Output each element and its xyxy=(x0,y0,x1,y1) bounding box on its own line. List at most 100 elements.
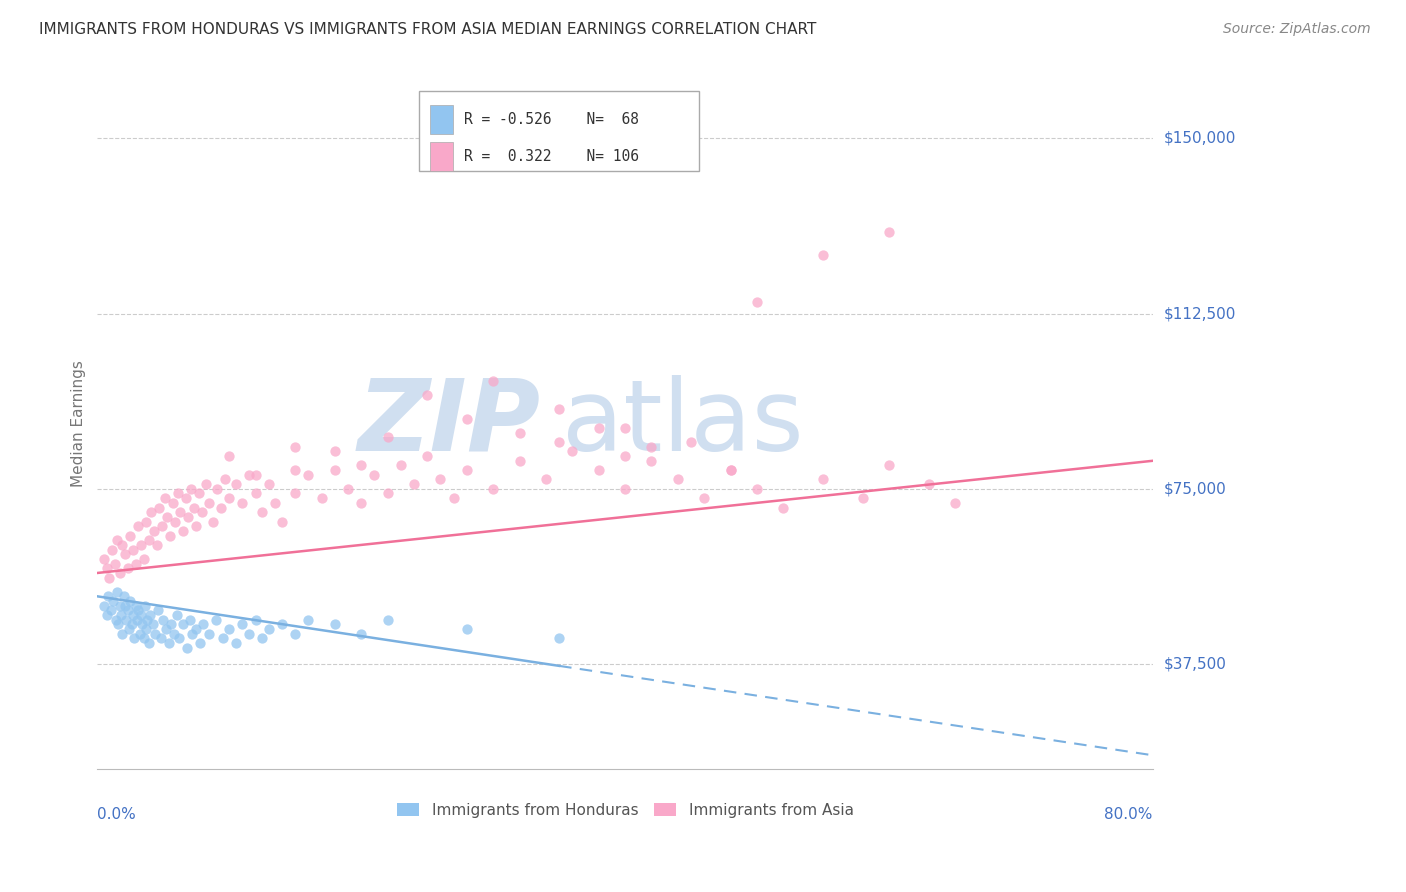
Point xyxy=(231,496,253,510)
Point xyxy=(745,294,768,309)
Point xyxy=(98,571,121,585)
Point xyxy=(181,626,204,640)
Point xyxy=(155,622,177,636)
Point xyxy=(122,542,145,557)
Point xyxy=(186,622,208,636)
Point xyxy=(124,557,146,571)
Point xyxy=(127,519,149,533)
Point xyxy=(145,538,167,552)
Point xyxy=(149,632,172,646)
Point xyxy=(681,435,703,450)
Point xyxy=(124,599,146,613)
Point xyxy=(112,590,135,604)
Point xyxy=(225,477,247,491)
Point xyxy=(166,608,188,623)
Point xyxy=(169,505,191,519)
Point xyxy=(138,533,160,548)
Point xyxy=(509,454,531,468)
Point xyxy=(135,622,157,636)
Point xyxy=(337,482,360,496)
Point xyxy=(209,500,232,515)
Point xyxy=(124,632,146,646)
Point xyxy=(257,477,280,491)
Point xyxy=(103,557,125,571)
Point xyxy=(104,613,127,627)
Point xyxy=(482,482,505,496)
Point xyxy=(157,636,180,650)
Point xyxy=(117,603,139,617)
Point xyxy=(152,613,174,627)
Point xyxy=(160,617,183,632)
Point xyxy=(135,515,157,529)
FancyBboxPatch shape xyxy=(430,104,453,134)
Point xyxy=(350,496,373,510)
Point xyxy=(134,599,156,613)
Point xyxy=(218,449,240,463)
Point xyxy=(257,622,280,636)
Point xyxy=(202,515,225,529)
Point xyxy=(177,509,200,524)
Point xyxy=(148,500,170,515)
Point xyxy=(534,473,557,487)
Point xyxy=(150,519,173,533)
Point xyxy=(156,509,179,524)
Point xyxy=(132,552,155,566)
Point xyxy=(120,528,142,542)
Point xyxy=(231,617,253,632)
Point xyxy=(198,496,221,510)
Point xyxy=(877,458,900,473)
Point xyxy=(389,458,412,473)
Point xyxy=(100,603,122,617)
Point xyxy=(456,622,478,636)
Text: 80.0%: 80.0% xyxy=(1105,807,1153,822)
Point xyxy=(111,626,134,640)
Point xyxy=(443,491,465,505)
Point xyxy=(174,491,197,505)
Point xyxy=(402,477,425,491)
Point xyxy=(108,599,131,613)
Point xyxy=(114,547,136,561)
Point xyxy=(456,463,478,477)
Point xyxy=(614,421,637,435)
Point xyxy=(252,632,274,646)
Point xyxy=(588,421,610,435)
Point xyxy=(186,519,208,533)
Point xyxy=(588,463,610,477)
FancyBboxPatch shape xyxy=(419,91,699,171)
Point xyxy=(96,561,118,575)
Y-axis label: Median Earnings: Median Earnings xyxy=(72,360,86,487)
Text: 0.0%: 0.0% xyxy=(97,807,136,822)
Point xyxy=(311,491,333,505)
Point xyxy=(377,486,399,500)
Point xyxy=(136,613,159,627)
Point xyxy=(162,496,184,510)
Point xyxy=(129,538,152,552)
Point xyxy=(297,467,319,482)
Point xyxy=(323,444,346,458)
Point xyxy=(416,388,439,402)
Point xyxy=(211,632,233,646)
Point xyxy=(548,402,571,417)
Point xyxy=(218,491,240,505)
Point xyxy=(108,566,131,580)
Point xyxy=(245,486,267,500)
Point xyxy=(252,505,274,519)
Point xyxy=(114,599,136,613)
Point xyxy=(245,613,267,627)
Point xyxy=(238,467,260,482)
Point xyxy=(852,491,875,505)
Point xyxy=(188,636,211,650)
Point xyxy=(323,617,346,632)
Point xyxy=(172,617,194,632)
Legend: Immigrants from Honduras, Immigrants from Asia: Immigrants from Honduras, Immigrants fro… xyxy=(391,797,860,824)
Point xyxy=(165,515,187,529)
Point xyxy=(129,608,152,623)
Point xyxy=(180,482,202,496)
Point xyxy=(101,542,124,557)
Point xyxy=(811,473,834,487)
Point xyxy=(205,613,228,627)
Text: $75,000: $75,000 xyxy=(1164,482,1226,496)
Point xyxy=(187,486,209,500)
Point xyxy=(745,482,768,496)
Point xyxy=(350,458,373,473)
